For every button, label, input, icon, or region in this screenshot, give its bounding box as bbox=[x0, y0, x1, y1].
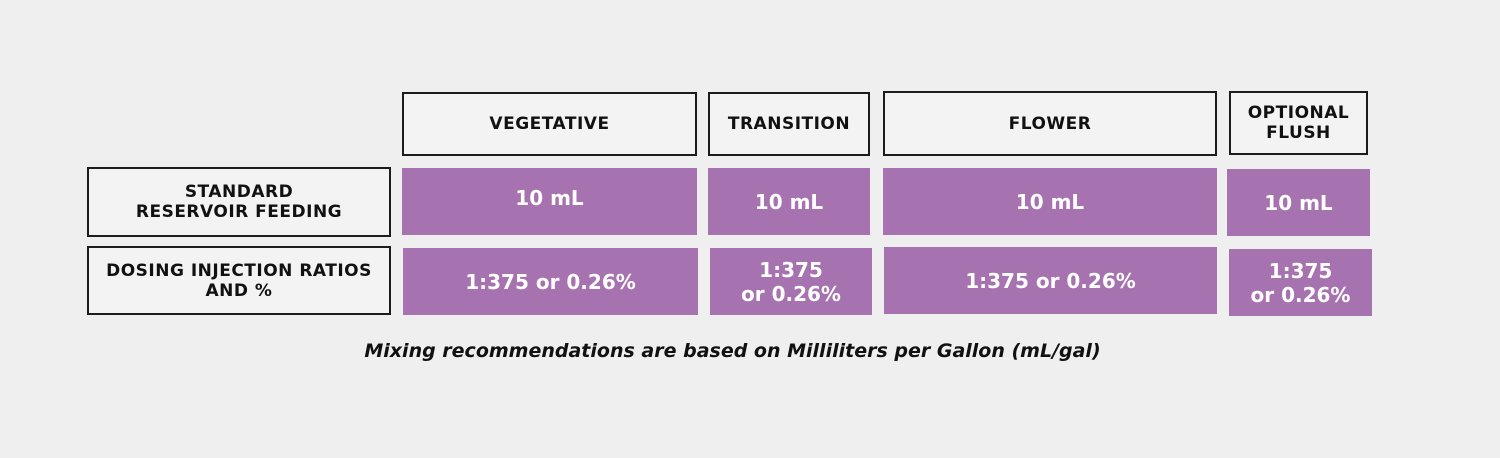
cell-dosing-transition: 1:375 or 0.26% bbox=[710, 248, 872, 315]
cell-dosing-vegetative: 1:375 or 0.26% bbox=[403, 248, 698, 315]
column-header-label: TRANSITION bbox=[727, 114, 851, 134]
row-label-line: DOSING INJECTION RATIOS bbox=[106, 260, 372, 281]
column-header-transition: TRANSITION bbox=[708, 92, 870, 156]
cell-dosing-flower: 1:375 or 0.26% bbox=[884, 247, 1217, 314]
cell-value-line: or 0.26% bbox=[1250, 282, 1351, 307]
column-header-label: VEGETATIVE bbox=[489, 114, 610, 134]
cell-value: 1:375 or 0.26% bbox=[965, 268, 1136, 293]
column-header-vegetative: VEGETATIVE bbox=[402, 92, 697, 156]
row-label-standard-reservoir-feeding: STANDARD RESERVOIR FEEDING bbox=[87, 167, 391, 237]
row-label-line: STANDARD bbox=[184, 182, 294, 202]
column-header-label-line: FLUSH bbox=[1266, 123, 1331, 143]
cell-value: 10 mL bbox=[754, 189, 824, 214]
column-header-flower: FLOWER bbox=[883, 91, 1217, 156]
cell-value: 10 mL bbox=[515, 185, 584, 210]
cell-value: 1:375 or 0.26% bbox=[465, 269, 636, 294]
cell-value: 10 mL bbox=[1264, 190, 1333, 215]
cell-standard-transition: 10 mL bbox=[708, 168, 870, 235]
column-header-optional-flush: OPTIONAL FLUSH bbox=[1229, 91, 1368, 155]
column-header-label-line: OPTIONAL bbox=[1247, 103, 1350, 123]
cell-standard-vegetative: 10 mL bbox=[402, 168, 697, 235]
row-label-dosing-injection-ratios: DOSING INJECTION RATIOS AND % bbox=[87, 246, 391, 315]
cell-standard-optional-flush: 10 mL bbox=[1227, 169, 1370, 236]
column-header-label: FLOWER bbox=[1008, 113, 1092, 134]
cell-dosing-optional-flush: 1:375 or 0.26% bbox=[1229, 249, 1372, 316]
row-label-line: AND % bbox=[205, 280, 273, 301]
cell-value: 10 mL bbox=[1015, 189, 1085, 214]
cell-value-line: 1:375 bbox=[759, 257, 823, 282]
cell-value-line: or 0.26% bbox=[741, 281, 841, 306]
cell-value-line: 1:375 bbox=[1268, 258, 1333, 283]
cell-standard-flower: 10 mL bbox=[883, 168, 1217, 235]
row-label-line: RESERVOIR FEEDING bbox=[135, 202, 343, 222]
footnote-caption: Mixing recommendations are based on Mill… bbox=[364, 340, 1101, 362]
